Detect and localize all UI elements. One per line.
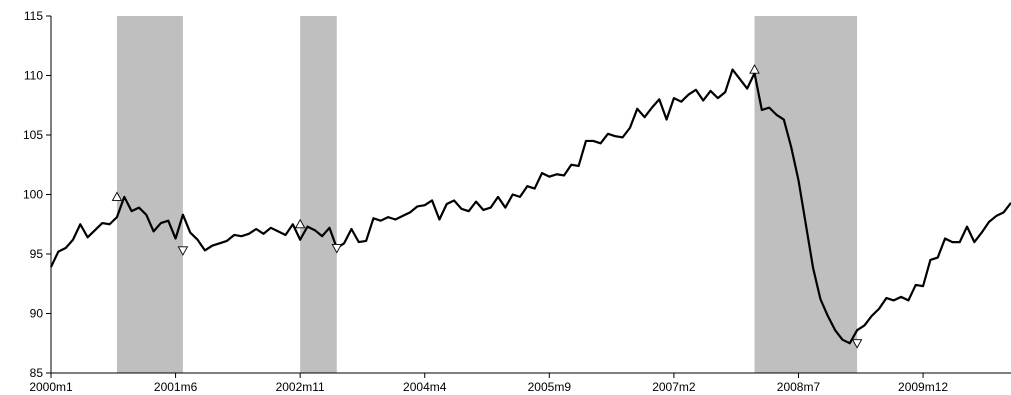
peak-marker: [111, 191, 123, 201]
recession-shading: [116, 16, 858, 373]
series-layer: [50, 68, 1011, 345]
trough-marker: [331, 244, 343, 254]
x-tick-label: 2009m12: [898, 380, 948, 394]
y-tick-label: 115: [24, 9, 43, 23]
turning-point-markers: [111, 64, 863, 349]
peak-marker: [294, 218, 306, 229]
x-tick-label: 2001m6: [154, 380, 198, 394]
y-tick-label: 110: [24, 69, 43, 83]
x-tick-label: 2005m9: [528, 380, 572, 394]
recession-band-3: [754, 16, 858, 373]
x-tick-label: 2008m7: [777, 380, 821, 394]
y-tick-label: 85: [30, 366, 44, 380]
series-line: [50, 68, 1011, 345]
x-axis-ticks: 2000m1 2001m6 2002m11 2004m4 2005m9 2007m2 200…: [29, 373, 948, 394]
trough-marker: [851, 339, 863, 349]
recession-band-2: [300, 16, 337, 373]
y-tick-label: 95: [30, 247, 44, 261]
y-tick-label: 100: [23, 188, 43, 202]
trough-marker: [177, 246, 189, 256]
peak-marker: [749, 64, 760, 74]
y-tick-label: 105: [23, 128, 43, 142]
x-tick-label: 2007m2: [652, 380, 696, 394]
recession-band-1: [116, 16, 183, 373]
y-tick-label: 90: [30, 307, 44, 321]
y-axis-ticks: 85 90 95 100 105 110 115: [23, 9, 51, 380]
x-tick-label: 2002m11: [276, 380, 325, 394]
x-tick-label: 2000m1: [29, 380, 73, 394]
x-tick-label: 2004m4: [403, 380, 447, 394]
